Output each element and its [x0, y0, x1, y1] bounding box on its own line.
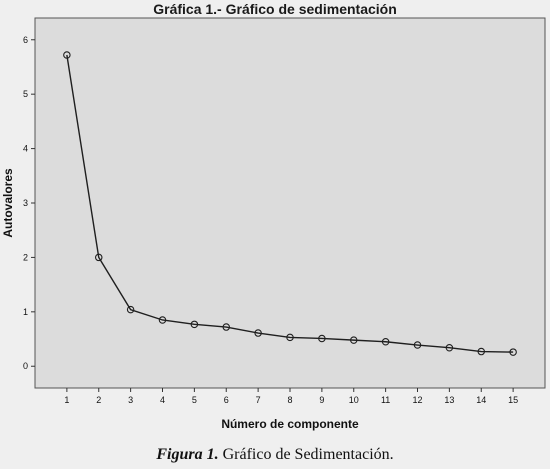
- data-point: [477, 347, 485, 356]
- y-tick-label: 4: [23, 144, 28, 154]
- data-point: [158, 316, 167, 324]
- x-tick-label: 13: [444, 395, 454, 405]
- y-tick-label: 5: [23, 89, 28, 99]
- data-point: [286, 333, 294, 342]
- y-tick-label: 6: [23, 35, 28, 45]
- x-tick-label: 2: [96, 395, 101, 405]
- data-point: [190, 320, 199, 329]
- y-tick-label: 2: [23, 252, 28, 262]
- x-tick-label: 11: [381, 395, 390, 405]
- caption-text: Gráfico de Sedimentación.: [218, 446, 394, 463]
- data-point: [509, 348, 517, 356]
- y-tick-label: 3: [23, 198, 28, 208]
- x-tick-label: 5: [192, 395, 197, 405]
- data-point: [318, 334, 326, 343]
- caption-lead: Figura 1.: [156, 446, 219, 463]
- x-tick-label: 7: [256, 395, 261, 405]
- data-point: [254, 329, 262, 337]
- plot-area: [34, 17, 546, 389]
- x-tick-label: 15: [508, 395, 518, 405]
- x-tick-label: 3: [128, 395, 133, 405]
- data-point: [381, 337, 390, 346]
- data-point: [445, 343, 454, 352]
- data-point: [126, 305, 135, 314]
- data-point: [413, 341, 422, 349]
- x-tick-label: 14: [476, 395, 486, 405]
- x-tick-label: 12: [412, 395, 422, 405]
- data-point: [63, 51, 71, 59]
- x-tick-label: 6: [224, 395, 229, 405]
- x-tick-label: 1: [64, 395, 69, 405]
- x-tick-label: 9: [319, 395, 324, 405]
- y-axis-label: Autovalores: [1, 168, 15, 238]
- x-tick-label: 4: [160, 395, 165, 405]
- series-eigenvalues: [63, 51, 517, 356]
- y-tick-label: 0: [23, 361, 28, 371]
- series-line: [66, 54, 514, 353]
- y-tick-label: 1: [23, 307, 28, 317]
- x-tick-label: 10: [349, 395, 359, 405]
- x-axis-label: Número de componente: [221, 417, 359, 431]
- figure-caption: Figura 1. Gráfico de Sedimentación.: [0, 446, 550, 464]
- data-point: [95, 253, 103, 262]
- x-tick-label: 8: [287, 395, 292, 405]
- chart-title: Gráfica 1.- Gráfico de sedimentación: [153, 1, 397, 17]
- data-point: [349, 336, 358, 344]
- data-point: [222, 323, 231, 331]
